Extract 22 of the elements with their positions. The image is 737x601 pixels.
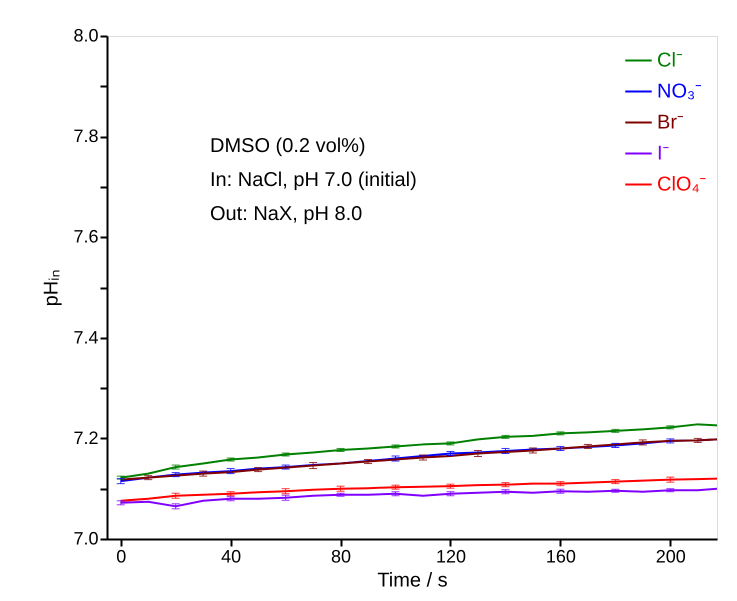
y-tick-label: 7.6 xyxy=(73,226,98,247)
legend-label: Cl⁻ xyxy=(657,50,683,72)
y-tick-label: 7.0 xyxy=(73,528,98,548)
x-tick-label: 0 xyxy=(116,546,126,566)
annotation: In: NaCl, pH 7.0 (initial) xyxy=(210,169,417,191)
legend-label: I⁻ xyxy=(657,142,670,164)
annotation: Out: NaX, pH 8.0 xyxy=(210,203,362,225)
x-tick-label: 40 xyxy=(221,546,242,566)
y-tick-label: 8.0 xyxy=(73,26,98,46)
x-tick-label: 200 xyxy=(656,546,686,566)
y-axis-title: pHᵢₙ xyxy=(40,270,62,306)
y-tick-label: 7.2 xyxy=(73,428,98,448)
legend-label: ClO₄⁻ xyxy=(657,174,707,196)
x-axis-title: Time / s xyxy=(377,570,448,592)
y-tick-label: 7.8 xyxy=(73,126,98,146)
y-tick-label: 7.4 xyxy=(73,327,98,348)
legend-label: Br⁻ xyxy=(657,112,684,134)
x-tick-label: 120 xyxy=(436,546,466,566)
x-tick-label: 160 xyxy=(546,546,576,566)
legend-label: NO₃⁻ xyxy=(657,80,702,102)
x-tick-label: 80 xyxy=(331,546,352,566)
annotation: DMSO (0.2 vol%) xyxy=(210,135,366,157)
